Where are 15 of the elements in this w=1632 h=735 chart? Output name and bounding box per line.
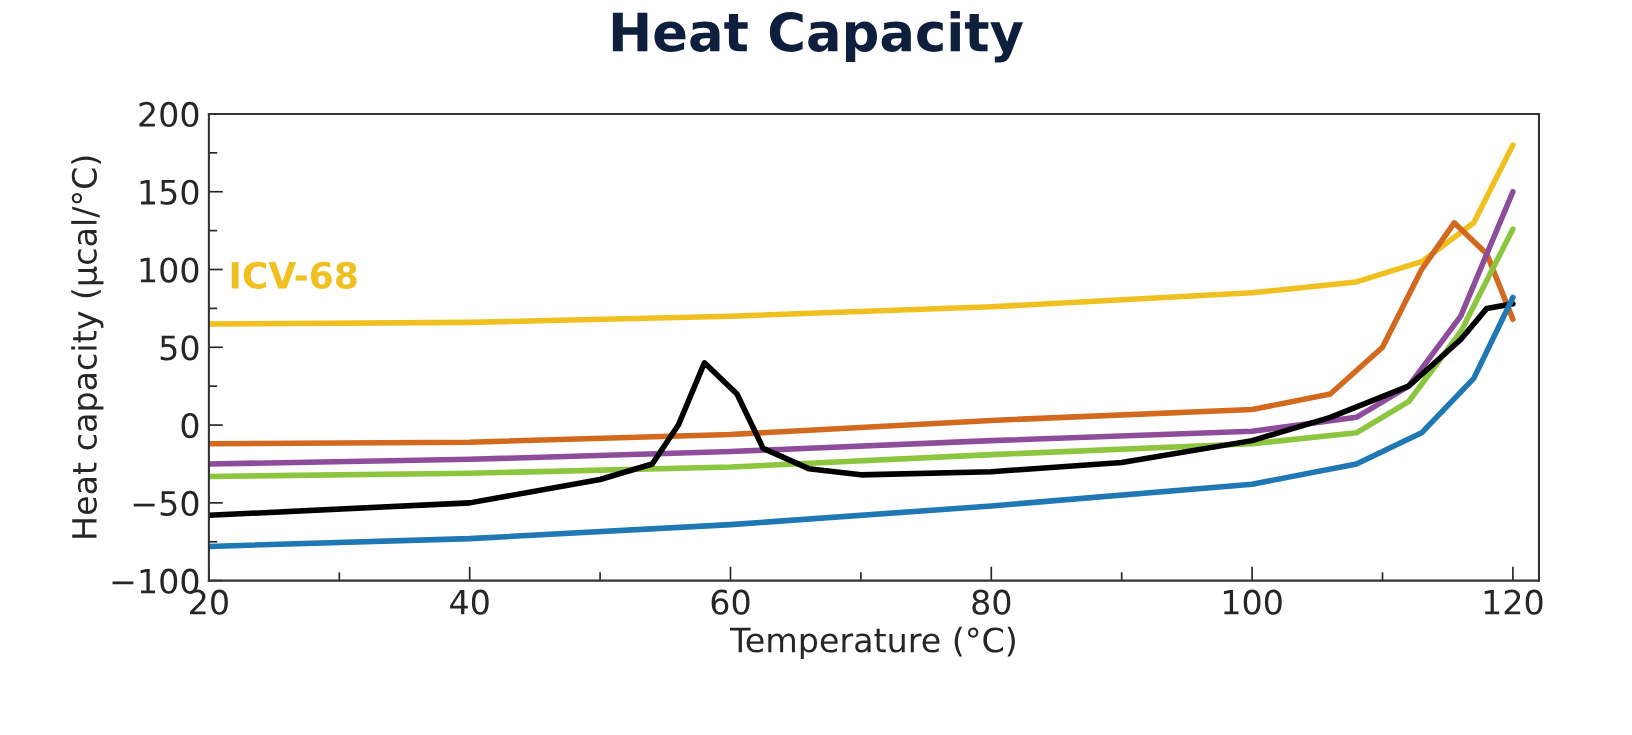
y-tick-label: −50 [133, 490, 199, 516]
chart-title: Heat Capacity [612, 11, 1024, 63]
x-tick-label: 100 [1223, 589, 1282, 615]
x-tick-label: 60 [711, 589, 750, 615]
x-tick-label: 80 [972, 589, 1011, 615]
y-tick-label: 100 [140, 257, 199, 283]
y-tick-label: 150 [140, 179, 199, 205]
y-tick-label: 50 [160, 335, 199, 361]
x-tick-label: 40 [450, 589, 489, 615]
x-tick-label: 120 [1484, 589, 1543, 615]
series-label: ICV-68 [231, 261, 357, 289]
x-axis-title: Temperature (°C) [730, 626, 1015, 660]
y-tick-label: 200 [139, 101, 199, 128]
y-tick-label: 0 [181, 413, 199, 439]
y-axis-title: Heat capacity (µcal/°C) [71, 156, 104, 538]
